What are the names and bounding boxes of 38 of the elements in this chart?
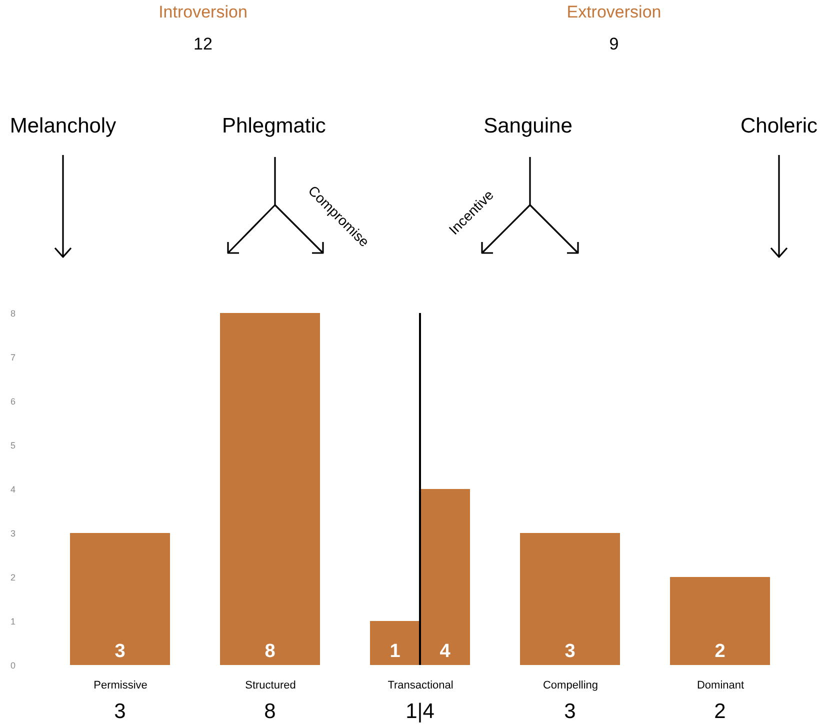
x-tick-label: Dominant bbox=[696, 680, 744, 692]
text: Sanguine bbox=[484, 114, 572, 138]
data-label: 2 bbox=[714, 641, 726, 662]
y-tick-label: 4 bbox=[10, 484, 16, 494]
text: 3 bbox=[564, 700, 576, 723]
y-tick-label: 7 bbox=[10, 352, 16, 362]
x-tick-label: Compelling bbox=[542, 680, 598, 692]
y-tick-label: 2 bbox=[10, 572, 16, 582]
y-tick-label: 8 bbox=[10, 308, 16, 318]
y-tick-label: 3 bbox=[10, 528, 16, 538]
text: 2 bbox=[714, 700, 726, 723]
text: 9 bbox=[609, 34, 619, 54]
y-tick-label: 1 bbox=[10, 616, 16, 626]
bar bbox=[520, 533, 620, 665]
bar bbox=[670, 577, 770, 665]
data-label: 1 bbox=[390, 641, 401, 662]
data-label: 3 bbox=[564, 641, 576, 662]
bar bbox=[420, 489, 470, 665]
bar bbox=[220, 313, 320, 665]
text: 1|4 bbox=[406, 700, 435, 723]
x-tick-label: Transactional bbox=[388, 680, 454, 692]
x-tick-label: Permissive bbox=[94, 680, 148, 692]
text: Extroversion bbox=[566, 2, 662, 22]
text: Introversion bbox=[158, 2, 248, 22]
text: 12 bbox=[194, 34, 212, 54]
data-label: 3 bbox=[114, 641, 126, 662]
y-tick-label: 6 bbox=[10, 396, 16, 406]
data-label: 4 bbox=[440, 641, 451, 662]
x-tick-label: Structured bbox=[245, 680, 296, 692]
text: 3 bbox=[114, 700, 126, 723]
data-label: 8 bbox=[264, 641, 276, 662]
text: Phlegmatic bbox=[222, 114, 326, 138]
bar bbox=[70, 533, 170, 665]
text: 8 bbox=[264, 700, 276, 723]
y-tick-label: 5 bbox=[10, 440, 16, 450]
y-tick-label: 0 bbox=[10, 660, 16, 670]
text: Melancholy bbox=[10, 114, 117, 138]
text: Choleric bbox=[740, 114, 818, 138]
